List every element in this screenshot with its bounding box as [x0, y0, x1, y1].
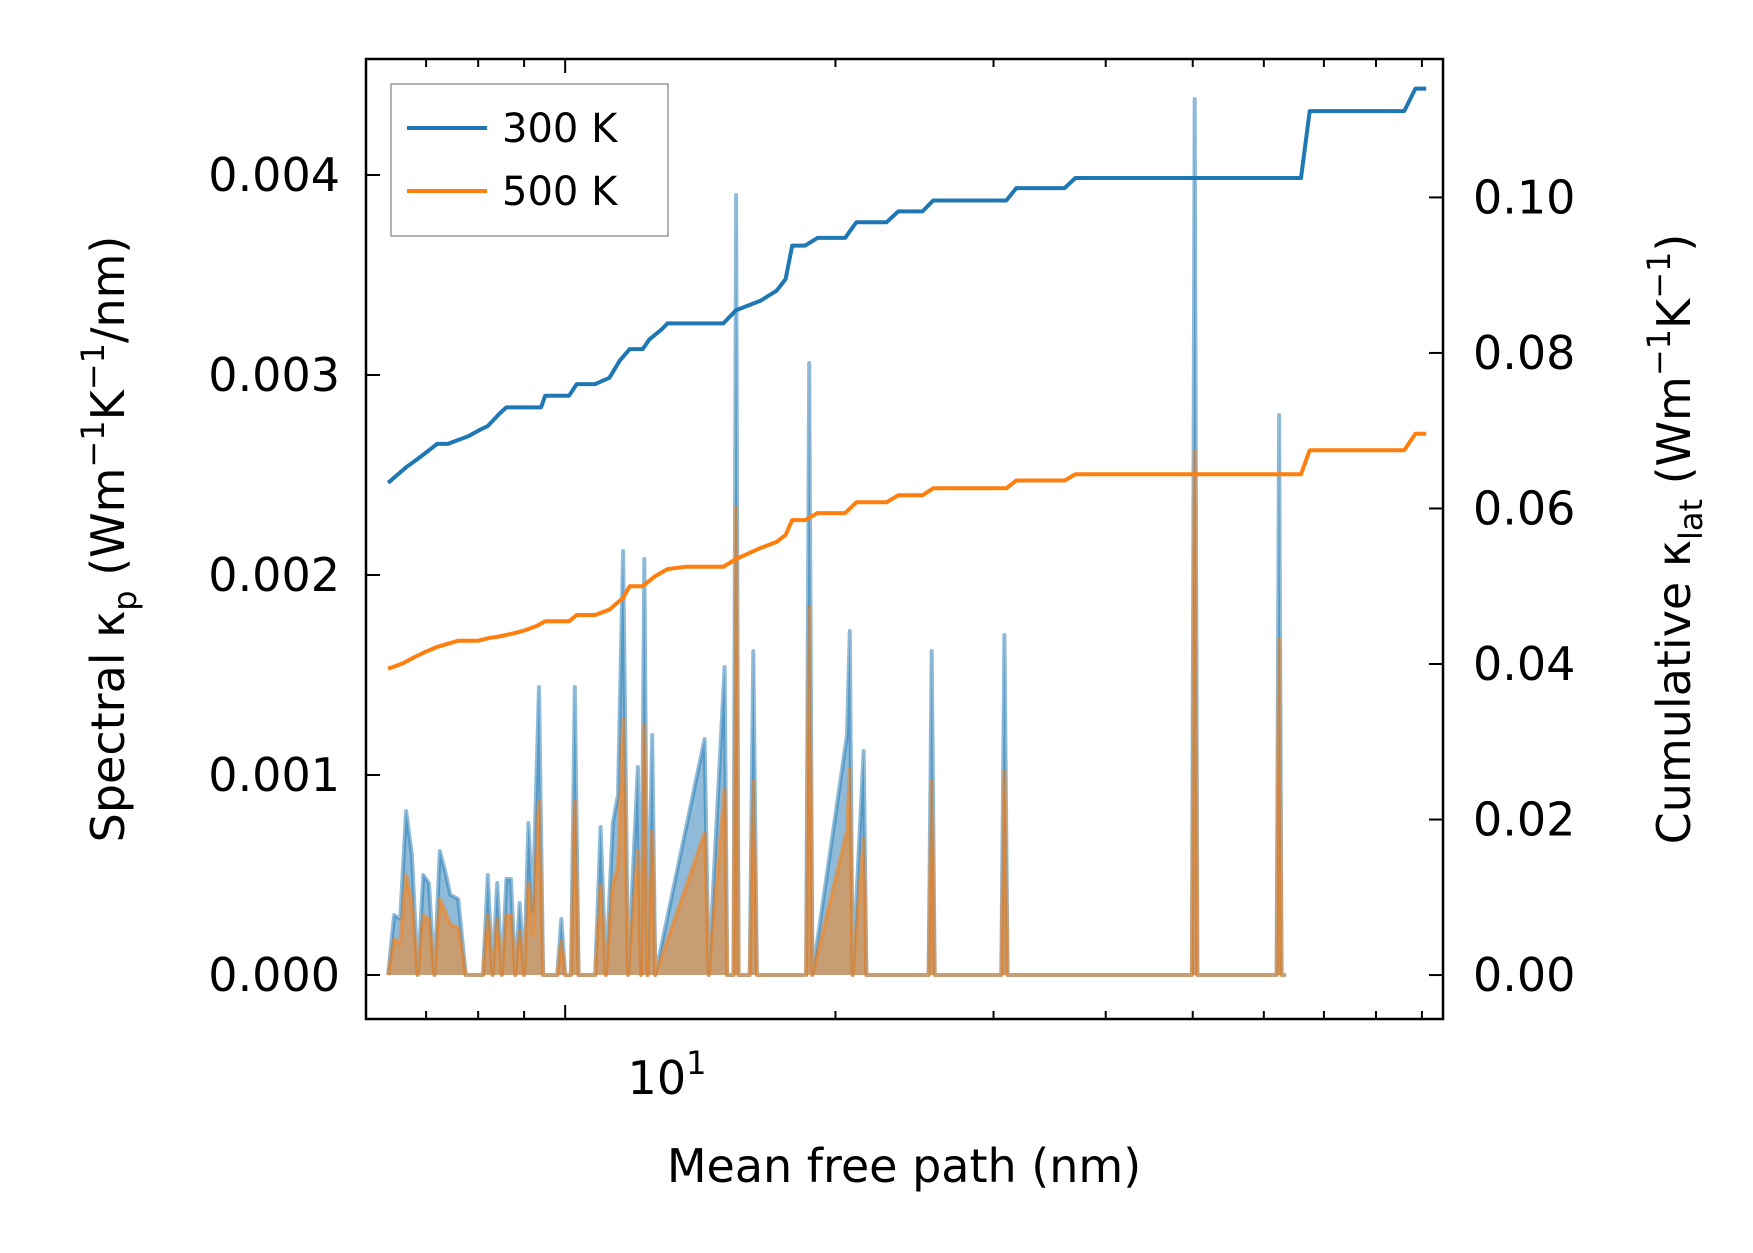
- y-tick-label-left: 0.001: [208, 748, 340, 802]
- y-tick-label-left: 0.004: [208, 148, 340, 202]
- legend-box: [390, 83, 669, 237]
- y-tick-label-left: 0.003: [208, 348, 340, 402]
- y-tick-label-left: 0.002: [208, 548, 340, 602]
- y-tick-label-right: 0.08: [1473, 326, 1575, 380]
- legend-label-300k: 300 K: [502, 106, 619, 152]
- y-tick-label-right: 0.02: [1473, 793, 1575, 847]
- spectral-line-500k: [386, 449, 1286, 977]
- y-tick-label-right: 0.04: [1473, 637, 1575, 691]
- plot-area: [386, 86, 1427, 977]
- cumulative-line-300k: [386, 86, 1427, 485]
- axes-frame: [364, 57, 1445, 1021]
- y-tick-label-right: 0.10: [1473, 170, 1575, 224]
- legend-label-500k: 500 K: [502, 169, 619, 215]
- y-tick-label-right: 0.00: [1473, 948, 1575, 1002]
- tick-marks: [365, 59, 1443, 1019]
- x-axis-label: Mean free path (nm): [667, 1139, 1141, 1193]
- y-tick-label-right: 0.06: [1473, 481, 1575, 535]
- left-tick-labels: 0.000 0.001 0.002 0.003 0.004: [208, 148, 340, 1002]
- y-axis-label-right: Cumulative κlat (Wm−1K−1): [1640, 234, 1710, 845]
- cumulative-line-500k: [387, 431, 1427, 671]
- legend: 300 K 500 K: [390, 83, 669, 237]
- right-tick-labels: 0.00 0.02 0.04 0.06 0.08 0.10: [1473, 170, 1575, 1002]
- x-tick-label-10: 101: [628, 1044, 707, 1105]
- y-tick-label-left: 0.000: [208, 948, 340, 1002]
- y-axis-label-left: Spectral κp (Wm−1K−1/nm): [74, 236, 144, 843]
